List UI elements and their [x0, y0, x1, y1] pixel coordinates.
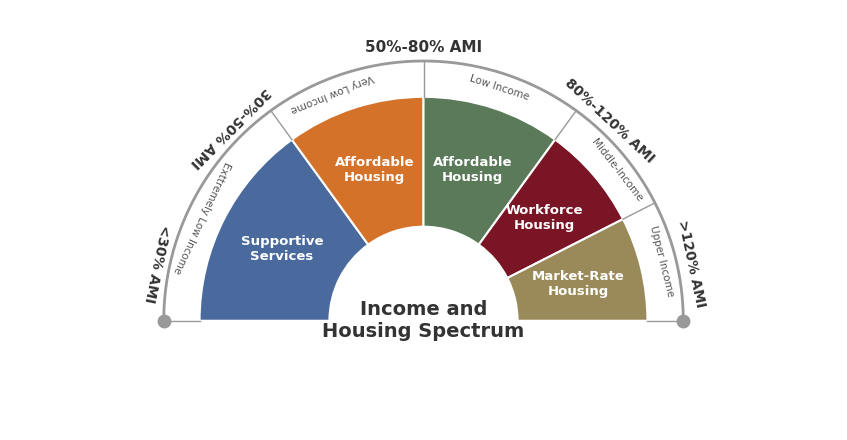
Text: Exttremely Low Income: Exttremely Low Income	[171, 160, 231, 275]
Text: Affordable
Housing: Affordable Housing	[335, 156, 414, 183]
Wedge shape	[200, 139, 368, 321]
Text: >120% AMI: >120% AMI	[674, 219, 707, 309]
Wedge shape	[479, 139, 623, 278]
Wedge shape	[292, 97, 424, 245]
Text: Upper Income: Upper Income	[648, 225, 675, 298]
Text: 30%-50% AMI: 30%-50% AMI	[187, 85, 273, 170]
Text: Affordable
Housing: Affordable Housing	[433, 156, 512, 183]
Text: 50%-80% AMI: 50%-80% AMI	[365, 40, 482, 55]
Text: Low Income: Low Income	[468, 73, 530, 102]
Text: 80%-120% AMI: 80%-120% AMI	[562, 76, 657, 166]
Wedge shape	[424, 97, 555, 245]
Wedge shape	[507, 219, 647, 321]
Text: Market-Rate
Housing: Market-Rate Housing	[532, 270, 624, 297]
Text: Income and
Housing Spectrum: Income and Housing Spectrum	[323, 300, 524, 341]
Text: <30% AMI: <30% AMI	[141, 224, 171, 304]
Text: Workforce
Housing: Workforce Housing	[506, 204, 583, 231]
Text: Supportive
Services: Supportive Services	[241, 235, 323, 263]
Text: Very Low Income: Very Low Income	[289, 72, 374, 115]
Text: Middle-Income: Middle-Income	[590, 136, 645, 203]
